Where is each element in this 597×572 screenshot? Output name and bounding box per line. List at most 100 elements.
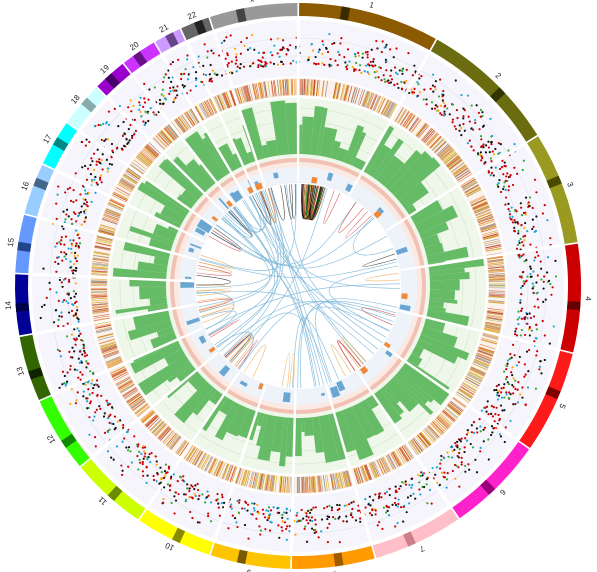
scatter-point bbox=[278, 55, 281, 58]
scatter-point bbox=[512, 343, 515, 346]
scatter-point bbox=[261, 56, 264, 59]
scatter-point bbox=[164, 73, 167, 76]
scatter-point bbox=[538, 365, 541, 368]
link-arc bbox=[226, 191, 267, 233]
heat-tick bbox=[168, 435, 180, 448]
scatter-point bbox=[217, 502, 220, 505]
scatter-point bbox=[125, 446, 128, 449]
heat-tick bbox=[235, 88, 241, 104]
scatter-point bbox=[78, 211, 81, 215]
heat-tick bbox=[399, 447, 409, 462]
heat-tick bbox=[175, 439, 186, 454]
heat-tick bbox=[371, 462, 379, 478]
heat-tick bbox=[352, 87, 358, 104]
heat-tick bbox=[267, 474, 271, 491]
scatter-point bbox=[507, 383, 511, 386]
scatter-point bbox=[394, 485, 397, 488]
scatter-point bbox=[85, 366, 88, 369]
heat-tick bbox=[213, 460, 221, 476]
scatter-point bbox=[354, 55, 357, 58]
link-arc bbox=[196, 284, 231, 292]
heat-tick bbox=[386, 454, 395, 470]
scatter-point bbox=[72, 337, 76, 341]
scatter-point bbox=[121, 134, 125, 137]
scatter-point bbox=[267, 515, 270, 518]
scatter-point bbox=[68, 186, 72, 189]
scatter-point bbox=[56, 348, 60, 351]
scatter-point bbox=[58, 315, 61, 318]
heat-tick bbox=[486, 317, 503, 321]
histogram-bar bbox=[203, 132, 231, 174]
heat-tick bbox=[306, 79, 308, 96]
cnv-block bbox=[218, 364, 231, 377]
heat-tick bbox=[311, 79, 314, 96]
scatter-point bbox=[64, 235, 68, 238]
heat-tick bbox=[199, 453, 208, 469]
heat-tick bbox=[144, 414, 157, 426]
heat-tick bbox=[471, 198, 486, 206]
scatter-point bbox=[102, 415, 106, 418]
scatter-point bbox=[409, 494, 412, 497]
heat-tick bbox=[408, 117, 419, 131]
scatter-point bbox=[455, 108, 459, 112]
scatter-point bbox=[443, 457, 446, 460]
scatter-point bbox=[524, 373, 527, 376]
scatter-point bbox=[472, 421, 476, 424]
heat-tick bbox=[486, 317, 503, 321]
heat-tick bbox=[357, 467, 364, 483]
heat-tick bbox=[400, 447, 410, 461]
heat-tick bbox=[148, 142, 161, 154]
scatter-point bbox=[525, 279, 528, 282]
heat-tick bbox=[116, 377, 131, 386]
scatter-point bbox=[77, 376, 80, 379]
heat-tick bbox=[214, 96, 222, 112]
scatter-point bbox=[94, 175, 97, 179]
heat-tick bbox=[310, 79, 313, 96]
scatter-point bbox=[192, 65, 195, 69]
scatter-point bbox=[503, 396, 506, 399]
heat-tick bbox=[344, 471, 350, 487]
histogram-bar bbox=[298, 124, 303, 155]
scatter-point bbox=[85, 178, 89, 181]
scatter-point bbox=[368, 512, 372, 515]
heat-tick bbox=[152, 421, 165, 434]
heat-tick bbox=[223, 92, 230, 108]
scatter-point bbox=[320, 518, 324, 521]
heat-tick bbox=[93, 251, 110, 255]
histogram-bar bbox=[334, 410, 356, 453]
link-arc bbox=[342, 336, 367, 365]
heat-tick bbox=[472, 363, 488, 371]
heat-tick bbox=[409, 440, 420, 454]
heat-tick bbox=[207, 457, 216, 473]
heat-tick bbox=[115, 376, 131, 385]
scatter-point bbox=[281, 529, 284, 532]
scatter-point bbox=[470, 424, 473, 427]
histogram-bar bbox=[416, 339, 458, 364]
heat-tick bbox=[304, 79, 307, 96]
histogram-bar bbox=[123, 241, 171, 260]
scatter-point bbox=[94, 191, 97, 194]
scatter-point bbox=[113, 415, 117, 418]
centromere-band bbox=[33, 177, 49, 191]
scatter-point bbox=[408, 502, 411, 505]
scatter-point bbox=[220, 501, 223, 505]
heat-tick bbox=[264, 474, 268, 491]
scatter-point bbox=[63, 381, 66, 385]
scatter-point bbox=[490, 160, 493, 163]
histogram-bar bbox=[176, 194, 194, 210]
heat-tick bbox=[106, 358, 122, 365]
heat-tick bbox=[217, 95, 225, 111]
scatter-point bbox=[531, 206, 534, 210]
scatter-point bbox=[506, 362, 509, 365]
cnv-block bbox=[254, 182, 263, 191]
heat-tick bbox=[91, 296, 108, 299]
heat-tick bbox=[261, 474, 265, 490]
link-arc bbox=[251, 190, 272, 225]
heat-tick bbox=[378, 458, 386, 474]
heat-tick bbox=[274, 80, 277, 97]
scatter-point bbox=[152, 478, 156, 482]
heat-tick bbox=[126, 169, 141, 180]
scatter-point bbox=[480, 138, 483, 141]
scatter-point bbox=[75, 267, 78, 270]
heat-tick bbox=[334, 82, 338, 99]
